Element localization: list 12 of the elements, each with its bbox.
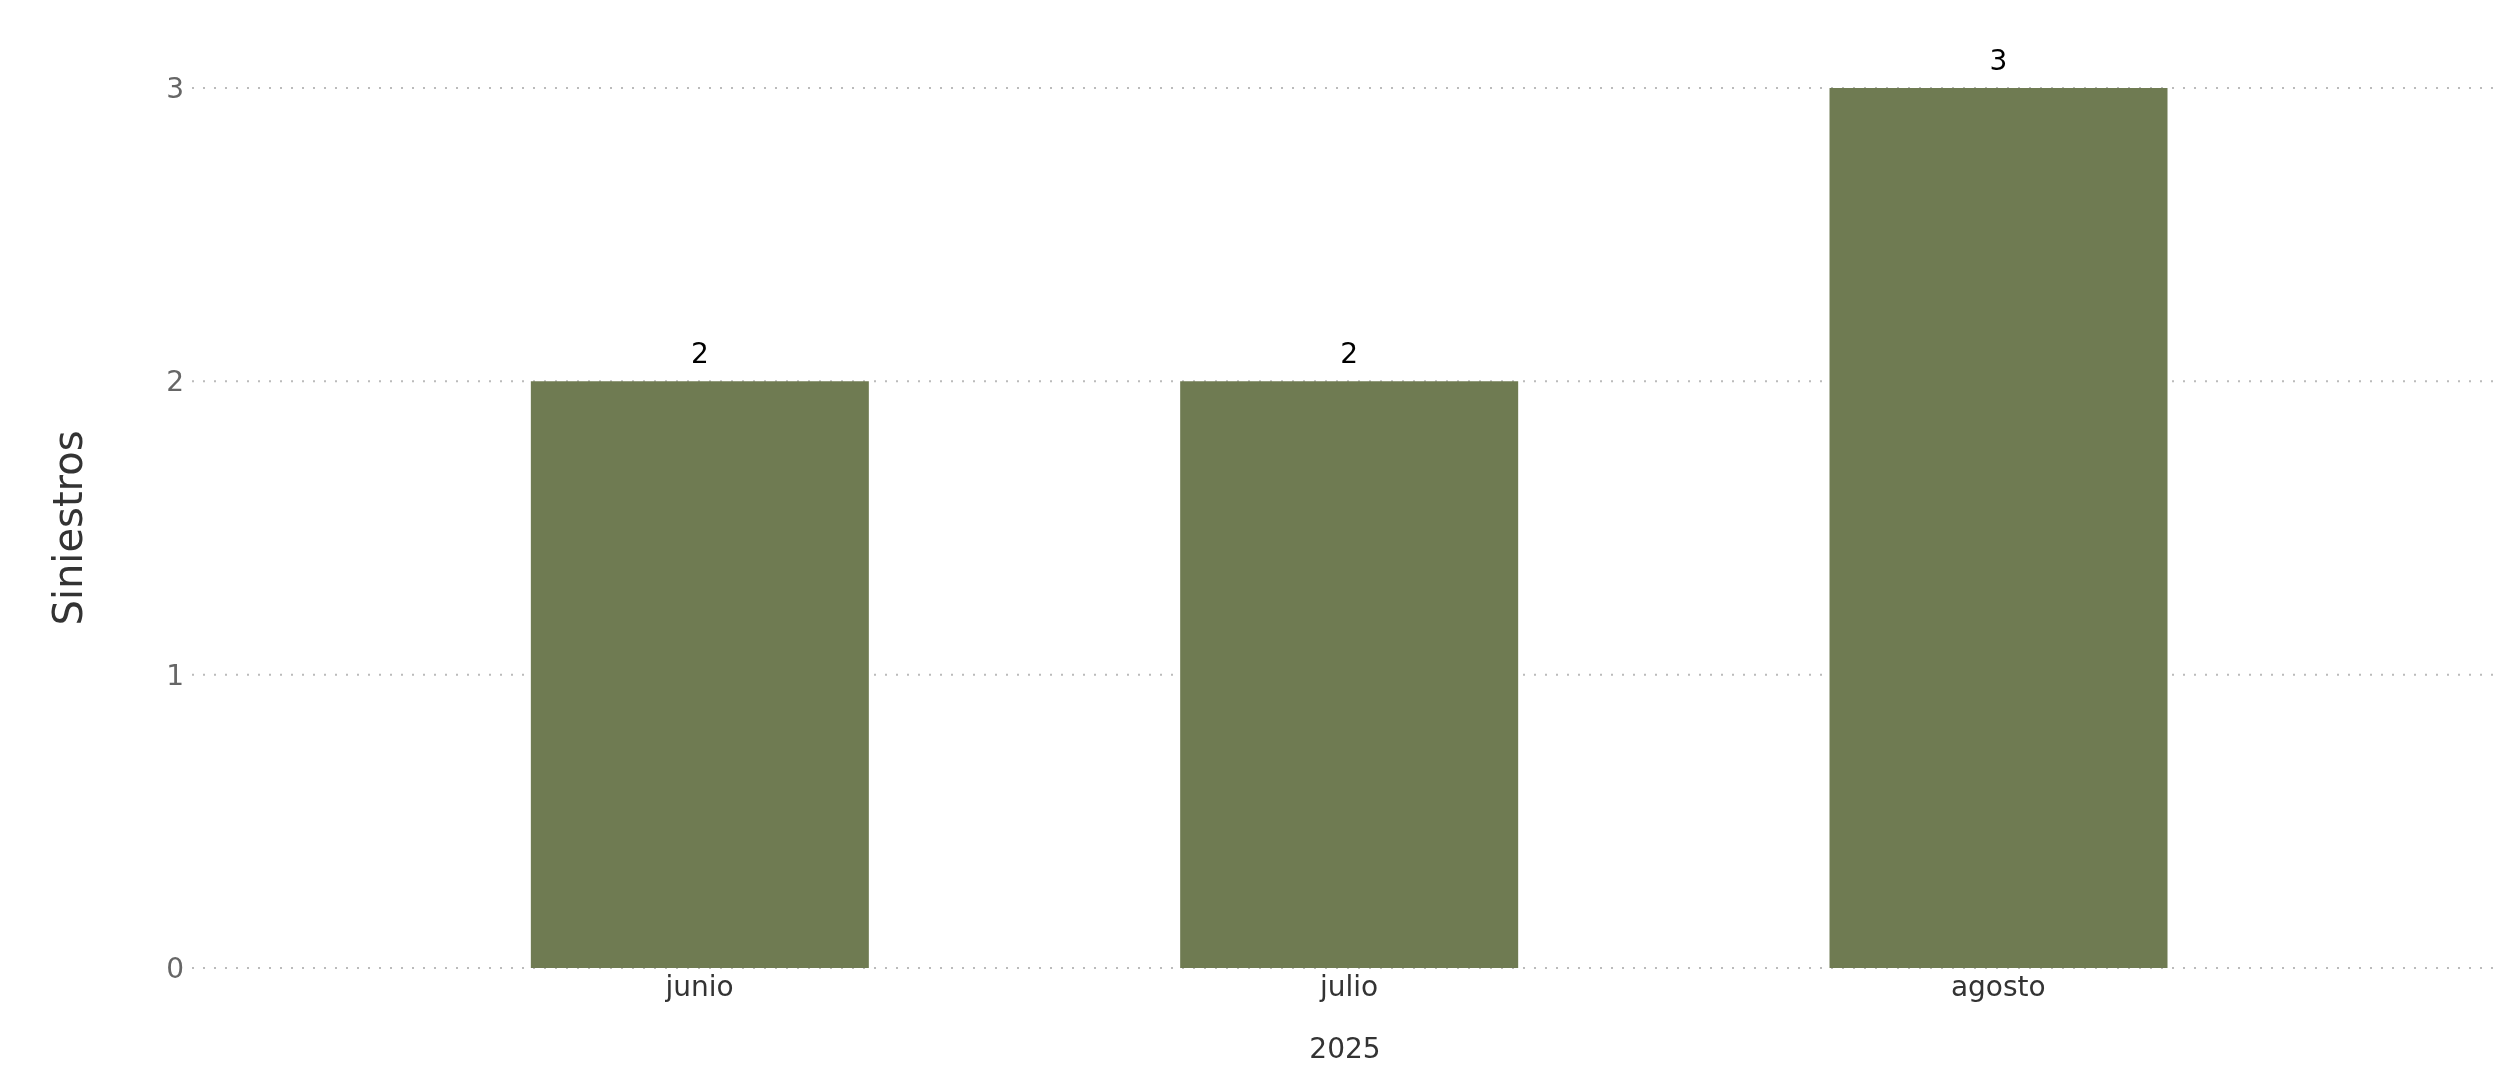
x-tick-label: agosto <box>1950 969 2046 1003</box>
y-tick-label: 1 <box>166 658 184 692</box>
y-tick-label: 2 <box>166 365 184 399</box>
x-axis-title: 2025 <box>1309 1032 1381 1065</box>
data-label: 2 <box>1340 337 1359 371</box>
data-label: 2 <box>690 337 709 371</box>
y-tick-label: 3 <box>166 71 184 105</box>
data-label: 3 <box>1989 44 2008 77</box>
x-tick-label: julio <box>1318 969 1379 1003</box>
x-tick-label: junio <box>664 969 734 1003</box>
y-tick-label: 0 <box>166 951 184 985</box>
y-axis-title: Siniestros <box>45 430 92 626</box>
